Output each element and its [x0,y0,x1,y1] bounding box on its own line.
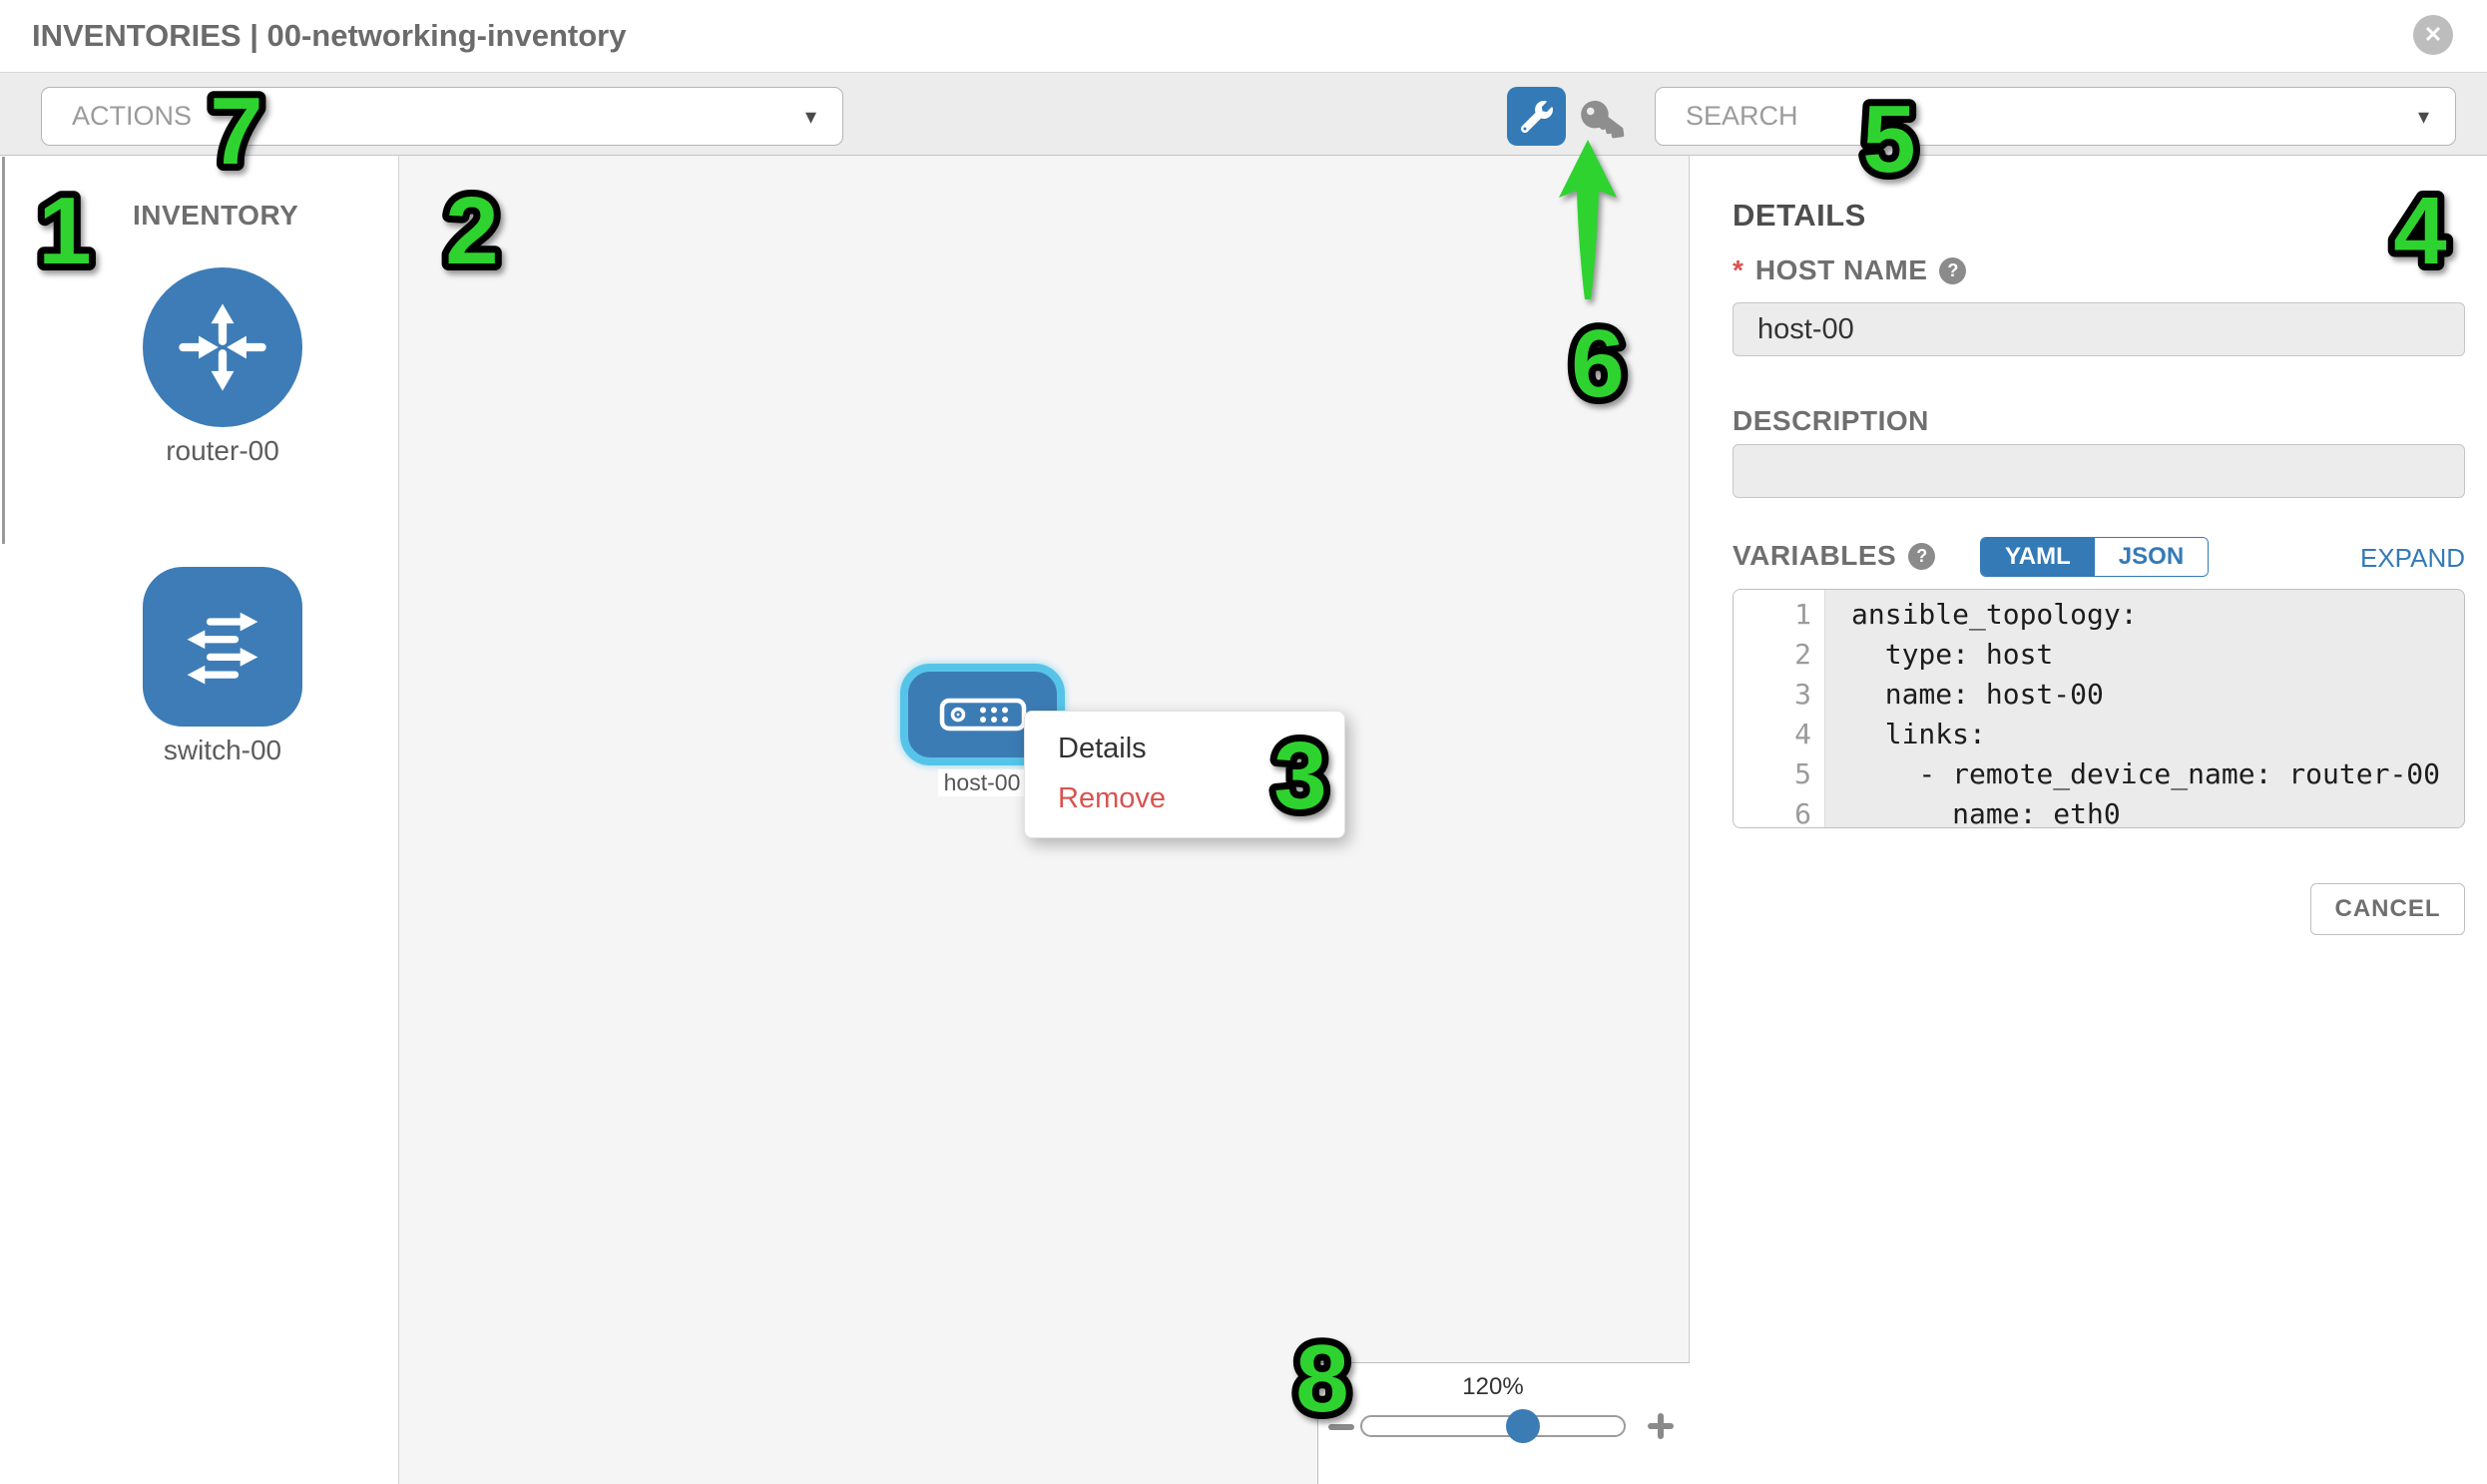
host-node-label: host-00 [938,769,1026,796]
help-icon[interactable]: ? [1939,256,1967,284]
host-node[interactable] [900,664,1065,765]
switch-icon [143,567,302,727]
zoom-level: 120% [1462,1373,1524,1400]
line-number: 6 [1794,797,1811,828]
plus-icon [1658,1413,1664,1439]
context-menu-remove[interactable]: Remove [1058,782,1166,814]
line-number: 2 [1794,638,1811,671]
details-heading: DETAILS [1733,198,1866,233]
description-label: DESCRIPTION [1733,405,1929,436]
palette-item-switch[interactable]: switch-00 [143,567,302,766]
context-menu-details[interactable]: Details [1058,733,1147,764]
description-label-row: DESCRIPTION [1733,405,1929,437]
code-line: 2 type: host [1734,635,2464,675]
help-icon[interactable]: ? [1908,542,1936,570]
inventory-sidebar: INVENTORY router-00 [0,156,399,1484]
code-line: 6 name: eth0 [1734,794,2464,828]
variables-format-toggle: YAML JSON [1980,537,2210,577]
chevron-down-icon: ▾ [2417,104,2429,129]
page-title: INVENTORIES | 00-networking-inventory [32,18,627,53]
host-name-input[interactable] [1733,302,2465,356]
server-icon [939,698,1026,732]
line-text: name: host-00 [1851,678,2104,711]
expand-link[interactable]: EXPAND [2360,543,2465,573]
device-label: router-00 [166,435,279,466]
zoom-in-button[interactable] [1648,1413,1674,1439]
sidebar-scrollbar[interactable] [2,157,5,544]
code-line: 5 - remote_device_name: router-00 [1734,754,2464,794]
cancel-button[interactable]: CANCEL [2310,883,2465,935]
zoom-out-button[interactable] [1328,1424,1354,1430]
zoom-slider-handle[interactable] [1506,1409,1540,1443]
host-name-label-row: * HOST NAME ? [1733,254,1967,286]
code-line: 4 links: [1734,715,2464,754]
line-number: 1 [1794,598,1811,631]
line-text: links: [1851,718,1986,750]
device-label: switch-00 [163,735,282,765]
editor-gutter [1734,590,1825,827]
context-menu: Details Remove [1024,711,1345,838]
line-text: ansible_topology: [1851,598,2138,631]
details-panel: DETAILS * HOST NAME ? DESCRIPTION VARIAB… [1691,156,2487,1484]
search-dropdown[interactable]: SEARCH ▾ [1655,87,2456,146]
description-input[interactable] [1733,444,2465,498]
wrench-icon [1520,100,1553,133]
line-number: 3 [1794,678,1811,711]
search-placeholder: SEARCH [1686,101,1798,131]
header: INVENTORIES | 00-networking-inventory ✕ [0,0,2487,72]
toolbar: ACTIONS ▾ SEARCH ▾ [0,72,2487,156]
code-rows: 1 ansible_topology: 2 type: host 3 name:… [1734,595,2464,828]
line-number: 5 [1794,757,1811,790]
code-line: 3 name: host-00 [1734,675,2464,715]
key-icon [1581,100,1625,139]
toolbox-button[interactable] [1507,87,1566,146]
chevron-down-icon: ▾ [804,104,816,129]
json-tab[interactable]: JSON [2094,538,2209,576]
required-asterisk: * [1733,254,1743,285]
close-icon: ✕ [2423,22,2443,47]
host-name-label: HOST NAME [1754,254,1928,285]
close-button[interactable]: ✕ [2413,15,2453,55]
inventory-heading: INVENTORY [133,200,299,231]
zoom-slider-track[interactable] [1360,1409,1626,1443]
variables-row: VARIABLES ? YAML JSON [1733,537,2210,577]
variables-code-editor[interactable]: 1 ansible_topology: 2 type: host 3 name:… [1733,589,2465,828]
topology-canvas[interactable]: host-00 Details Remove 120% [399,156,1690,1484]
code-line: 1 ansible_topology: [1734,595,2464,635]
actions-dropdown-label: ACTIONS [72,101,193,131]
line-text: - remote_device_name: router-00 [1851,757,2441,790]
palette-item-router[interactable]: router-00 [143,267,302,467]
actions-dropdown[interactable]: ACTIONS ▾ [41,87,843,146]
variables-label: VARIABLES [1733,540,1897,571]
zoom-control: 120% [1317,1362,1690,1484]
router-icon [143,267,302,427]
line-text: type: host [1851,638,2054,671]
yaml-tab[interactable]: YAML [1981,538,2095,576]
line-text: name: eth0 [1851,797,2121,828]
line-number: 4 [1794,718,1811,750]
link-credential-button[interactable] [1577,97,1627,143]
